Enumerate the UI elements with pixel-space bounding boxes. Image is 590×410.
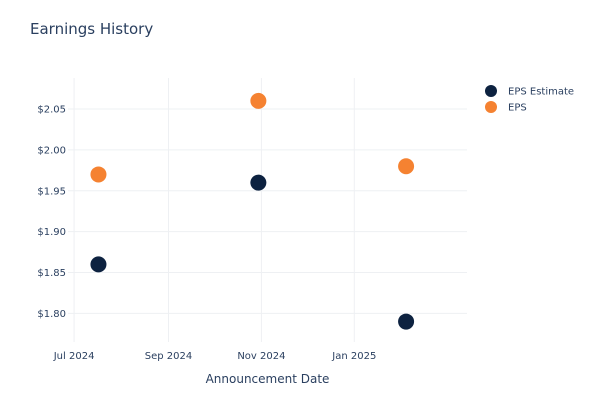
chart-title: Earnings History — [30, 20, 154, 38]
y-tick-label: $2.00 — [37, 145, 66, 156]
x-tick-label: Nov 2024 — [237, 351, 285, 362]
legend-label: EPS — [508, 103, 527, 114]
points-layer — [90, 92, 415, 330]
y-tick-label: $1.90 — [37, 227, 66, 238]
eps-estimate-point[interactable] — [250, 174, 267, 191]
eps-point[interactable] — [250, 92, 267, 109]
x-axis-title: Announcement Date — [206, 372, 330, 386]
eps-point[interactable] — [398, 158, 415, 175]
legend-item[interactable]: EPS Estimate — [485, 85, 574, 98]
eps-estimate-point[interactable] — [398, 313, 415, 330]
legend-marker — [485, 101, 497, 113]
legend-label: EPS Estimate — [508, 87, 574, 98]
eps-point[interactable] — [90, 166, 107, 183]
legend[interactable]: EPS Estimate EPS — [485, 85, 574, 114]
y-axis-ticks: $1.80 $1.85 $1.90 $1.95 $2.00 $2.05 — [37, 105, 66, 320]
legend-marker — [485, 85, 497, 97]
y-tick-label: $1.85 — [37, 268, 66, 279]
x-tick-label: Jul 2024 — [53, 351, 95, 362]
y-tick-label: $1.95 — [37, 186, 66, 197]
y-tick-label: $1.80 — [37, 309, 66, 320]
x-tick-label: Sep 2024 — [145, 351, 192, 362]
x-tick-label: Jan 2025 — [331, 351, 376, 362]
eps-estimate-point[interactable] — [90, 256, 107, 273]
legend-item[interactable]: EPS — [485, 101, 527, 114]
grid-layer — [68, 78, 467, 342]
y-tick-label: $2.05 — [37, 105, 66, 116]
x-axis-ticks: Jul 2024 Sep 2024 Nov 2024 Jan 2025 — [53, 351, 377, 362]
